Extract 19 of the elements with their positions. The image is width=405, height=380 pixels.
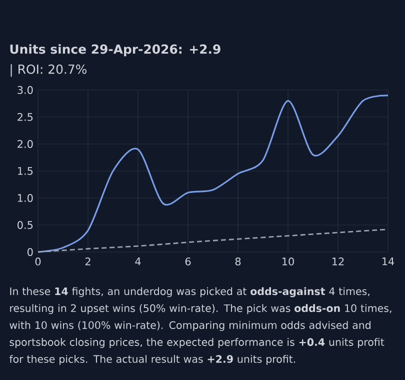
line-series — [37, 94, 389, 253]
y-tick-label: 2.0 — [18, 140, 33, 148]
x-tick-label: 4 — [135, 258, 141, 266]
chart-subtitle: | ROI: 20.7% — [10, 64, 86, 77]
x-tick-label: 2 — [85, 258, 90, 266]
y-tick-label: 1.5 — [18, 167, 33, 175]
x-tick-label: 12 — [332, 258, 344, 266]
text: In these 14 fights, an underdog was picked at odds-against 4 times, resulting in 2 upset wins (50% win-rate). The pick was odds-on 10 times, with 10 wins (100% win-rate). Comparing minimum odds advised and sportsbook closing prices, the expected performance is +0.4 units profit for these picks. The actual result was +2.9 units profit. — [9, 287, 392, 365]
x-tick-label: 6 — [185, 258, 191, 266]
x-tick-label: 8 — [235, 258, 241, 266]
y-tick-label: 1.0 — [18, 194, 33, 202]
chart-title: Units since 29-Apr-2026: +2.9 — [10, 44, 220, 56]
y-tick-label: 0 — [28, 248, 33, 256]
y-tick-label: 3.0 — [18, 86, 33, 94]
x-tick-label: 10 — [282, 258, 294, 266]
x-tick-label: 14 — [382, 258, 394, 266]
x-tick-label: 0 — [35, 258, 41, 266]
y-tick-label: 2.5 — [18, 113, 33, 121]
y-tick-label: 0.5 — [18, 221, 33, 229]
